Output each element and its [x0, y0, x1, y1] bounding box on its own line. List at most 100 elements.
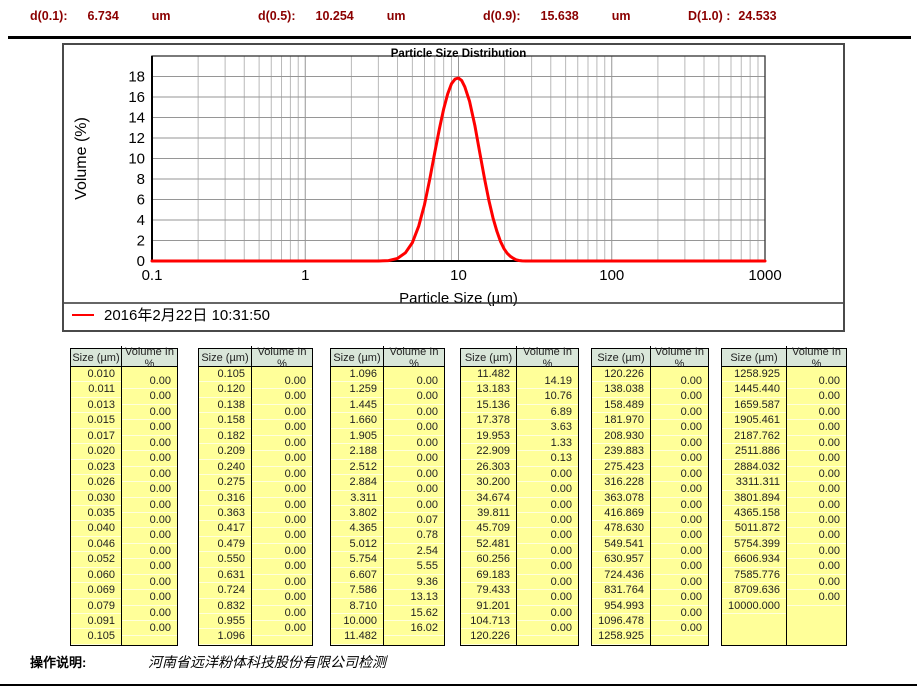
- size-cell: 2187.762: [722, 429, 786, 445]
- volume-header: Volume In %: [786, 345, 846, 370]
- y-axis-label: Volume (%): [73, 117, 90, 200]
- size-cell: 1445.440: [722, 382, 786, 398]
- size-cell: 0.035: [71, 506, 121, 522]
- size-cell: 0.138: [199, 398, 251, 414]
- volume-cell: 0.00: [122, 405, 177, 421]
- volume-cell: 0.00: [122, 451, 177, 467]
- volume-cell: 0.00: [252, 498, 312, 513]
- size-cell: 8709.636: [722, 583, 786, 599]
- size-cell: 1.905: [331, 429, 383, 445]
- volume-cell: 0.00: [122, 575, 177, 591]
- table-body: 0.010 0.011 0.013 0.015 0.017 0.020 0.023 0.026…: [71, 367, 177, 645]
- volume-cell: 0.00: [787, 436, 846, 452]
- volume-cell: 0.00: [787, 575, 846, 591]
- summary-unit: um: [151, 9, 171, 23]
- volume-cell: 0.00: [787, 528, 846, 544]
- size-column: 120.226 138.038 158.489 181.970 208.930 239.8…: [592, 367, 650, 645]
- size-cell: 45.709: [461, 521, 516, 537]
- volume-cell: 0.00: [651, 575, 708, 591]
- size-cell: 5.012: [331, 537, 383, 553]
- psd-chart: Particle Size Distribution 0 2 4 6 8 10 12 14 16 1…: [62, 43, 845, 332]
- volume-cell: 15.62: [384, 606, 444, 621]
- volume-cell: 0.00: [122, 590, 177, 606]
- size-cell: 17.378: [461, 413, 516, 429]
- size-cell: 208.930: [592, 429, 650, 445]
- volume-cell: 0.00: [787, 559, 846, 575]
- x-tick-label: 0.1: [142, 267, 163, 284]
- size-cell: 158.489: [592, 398, 650, 414]
- volume-cell: 0.13: [517, 451, 578, 467]
- size-header: Size (µm): [72, 351, 120, 364]
- size-cell: 11.482: [461, 367, 516, 383]
- size-cell: 6606.934: [722, 552, 786, 568]
- result-table: Size (µm) Volume In % 1.096 1.259 1.445 1.660…: [330, 345, 445, 646]
- size-cell: 3.802: [331, 506, 383, 522]
- volume-cell: 0.00: [787, 389, 846, 405]
- volume-cell: 0.00: [651, 467, 708, 483]
- size-cell: 5754.399: [722, 537, 786, 553]
- size-cell: 22.909: [461, 444, 516, 460]
- size-cell: 0.013: [71, 398, 121, 414]
- volume-cell: 0.00: [122, 436, 177, 452]
- x-tick-label: 100: [599, 267, 624, 284]
- size-cell: 0.069: [71, 583, 121, 599]
- volume-cell: 13.13: [384, 590, 444, 606]
- y-tick-label: 6: [137, 192, 145, 209]
- volume-cell: 0.00: [651, 420, 708, 436]
- size-cell: 1659.587: [722, 398, 786, 414]
- volume-cell: 16.02: [384, 621, 444, 637]
- volume-cell: 5.55: [384, 559, 444, 575]
- result-table: Size (µm) Volume In % 11.482 13.183 15.136 17…: [460, 345, 579, 646]
- size-cell: 0.105: [71, 629, 121, 645]
- summary-label: D(1.0) :: [688, 9, 731, 23]
- table-body: 0.105 0.120 0.138 0.158 0.182 0.209 0.240 0.275…: [199, 367, 312, 645]
- size-cell: 11.482: [331, 629, 383, 645]
- size-cell: 2884.032: [722, 460, 786, 476]
- volume-cell: 0.00: [252, 544, 312, 560]
- size-cell: 0.091: [71, 614, 121, 630]
- summary-unit: um: [386, 9, 406, 23]
- size-cell: 34.674: [461, 491, 516, 506]
- volume-cell: 0.78: [384, 528, 444, 544]
- volume-cell: 0.00: [122, 606, 177, 621]
- volume-header: Volume In %: [516, 345, 578, 370]
- volume-cell: 0.00: [252, 513, 312, 529]
- size-cell: 0.010: [71, 367, 121, 383]
- volume-column: 0.00 0.00 0.00 0.00 0.00 0.00 0.00 0.00 0.00 0.00…: [251, 367, 312, 645]
- volume-cell: 0.00: [787, 513, 846, 529]
- y-tick-label: 12: [128, 130, 145, 147]
- size-cell: 138.038: [592, 382, 650, 398]
- size-cell: 478.630: [592, 521, 650, 537]
- volume-header: Volume In %: [383, 345, 444, 370]
- volume-cell: 0.00: [651, 436, 708, 452]
- size-cell: 363.078: [592, 491, 650, 506]
- size-cell: 1258.925: [722, 367, 786, 383]
- page-bottom-divider: [0, 684, 917, 686]
- size-cell: 91.201: [461, 599, 516, 614]
- volume-cell: 0.00: [517, 590, 578, 606]
- size-cell: 630.957: [592, 552, 650, 568]
- size-cell: 0.011: [71, 382, 121, 398]
- size-column: 0.010 0.011 0.013 0.015 0.017 0.020 0.023 0.026…: [71, 367, 121, 645]
- volume-cell: 0.00: [651, 482, 708, 498]
- psd-curve: [150, 76, 767, 263]
- size-cell: 0.020: [71, 444, 121, 460]
- volume-column: 0.00 0.00 0.00 0.00 0.00 0.00 0.00 0.00 0.00 0.00…: [786, 367, 846, 645]
- volume-cell: 0.00: [517, 575, 578, 591]
- result-table: Size (µm) Volume In % 0.010 0.011 0.013 0.015…: [70, 345, 178, 646]
- volume-cell: 0.00: [384, 451, 444, 467]
- table-header-row: Size (µm) Volume In %: [71, 345, 177, 370]
- size-cell: 4.365: [331, 521, 383, 537]
- size-cell: 181.970: [592, 413, 650, 429]
- summary-d01: d(0.1): 6.734 um: [30, 9, 171, 23]
- volume-cell: 0.00: [252, 436, 312, 452]
- size-cell: 10.000: [331, 614, 383, 630]
- psd-chart-svg: Particle Size Distribution 0 2 4 6 8 10 12 14 16 1…: [64, 48, 843, 324]
- y-tick-label: 10: [128, 151, 145, 168]
- size-cell: 0.832: [199, 599, 251, 614]
- volume-cell: 0.00: [517, 621, 578, 637]
- size-cell: 5011.872: [722, 521, 786, 537]
- size-cell: 0.017: [71, 429, 121, 445]
- volume-cell: 2.54: [384, 544, 444, 560]
